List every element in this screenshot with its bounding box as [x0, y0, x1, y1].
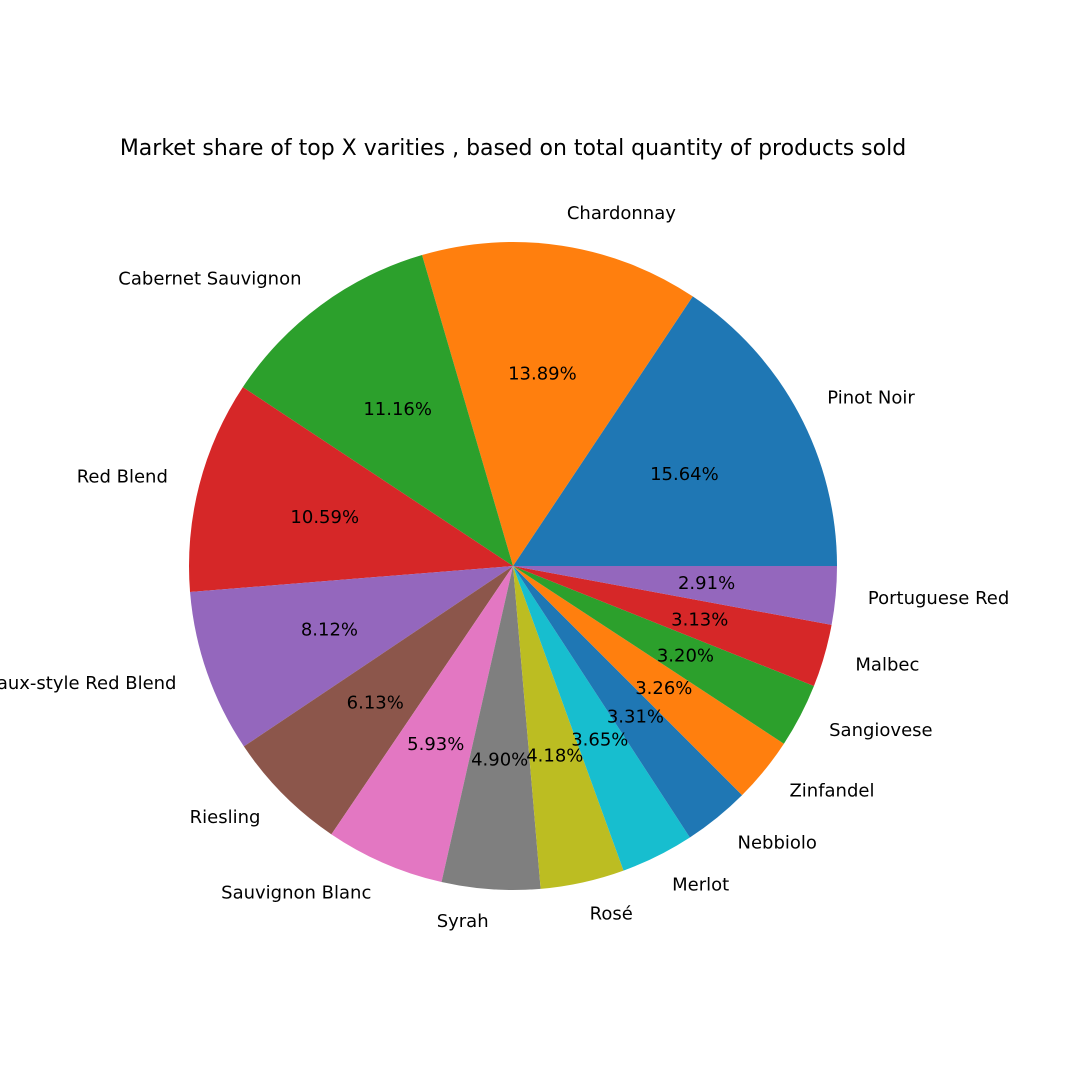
pie-category-label: Portuguese Red	[868, 588, 1009, 609]
pie-percent-label: 15.64%	[650, 464, 719, 485]
pie-slice-red-blend	[189, 387, 513, 593]
pie-slice-syrah	[441, 566, 541, 890]
pie-percent-label: 3.65%	[571, 729, 628, 750]
pie-slice-riesling	[243, 566, 513, 835]
pie-percent-label: 10.59%	[290, 507, 359, 528]
pie-category-label: Nebbiolo	[737, 832, 816, 853]
pie-slice-sauvignon-blanc	[331, 566, 513, 883]
pie-category-label: Riesling	[190, 807, 261, 828]
pie-percent-label: 6.13%	[347, 693, 404, 714]
pie-slice-zinfandel	[513, 566, 784, 796]
pie-category-label: Zinfandel	[789, 780, 874, 801]
pie-category-label: Red Blend	[77, 467, 168, 488]
pie-category-label: Merlot	[672, 874, 729, 895]
pie-category-label: Pinot Noir	[827, 387, 915, 408]
pie-slice-pinot-noir	[513, 296, 837, 566]
pie-percent-label: 3.31%	[607, 706, 664, 727]
pie-category-label: Bordeaux-style Red Blend	[0, 673, 176, 694]
pie-slice-malbec	[513, 566, 832, 687]
pie-percent-label: 11.16%	[363, 399, 432, 420]
pie-labels: 15.64% Pinot Noir 13.89% Chardonnay 11.16% Ca…	[0, 203, 1009, 932]
pie-slice-rose	[513, 566, 624, 889]
pie-slice-chardonnay	[422, 242, 693, 567]
pie-slices	[189, 242, 837, 890]
pie-slice-bordeaux-style-red-blend	[190, 566, 513, 747]
pie-percent-label: 2.91%	[678, 573, 735, 594]
pie-percent-label: 3.26%	[635, 678, 692, 699]
pie-percent-label: 4.18%	[526, 745, 583, 766]
pie-slice-sangiovese	[513, 566, 814, 744]
pie-category-label: Rosé	[590, 904, 633, 925]
pie-percent-label: 3.20%	[657, 645, 714, 666]
pie-percent-label: 4.90%	[471, 749, 528, 770]
pie-slice-nebbiolo	[513, 566, 743, 838]
pie-category-label: Syrah	[437, 911, 489, 932]
pie-slice-cabernet-sauvignon	[242, 255, 513, 567]
pie-category-label: Sauvignon Blanc	[221, 883, 371, 904]
pie-slice-merlot	[513, 566, 690, 871]
pie-category-label: Chardonnay	[567, 203, 676, 224]
chart-title: Market share of top X varities , based o…	[120, 136, 906, 161]
pie-category-label: Malbec	[855, 654, 919, 675]
pie-category-label: Sangiovese	[829, 720, 932, 741]
pie-percent-label: 8.12%	[301, 620, 358, 641]
pie-category-label: Cabernet Sauvignon	[118, 269, 301, 290]
pie-percent-label: 13.89%	[508, 363, 577, 384]
pie-percent-label: 3.13%	[671, 609, 728, 630]
pie-percent-label: 5.93%	[407, 734, 464, 755]
pie-slice-portuguese-red	[513, 566, 837, 625]
